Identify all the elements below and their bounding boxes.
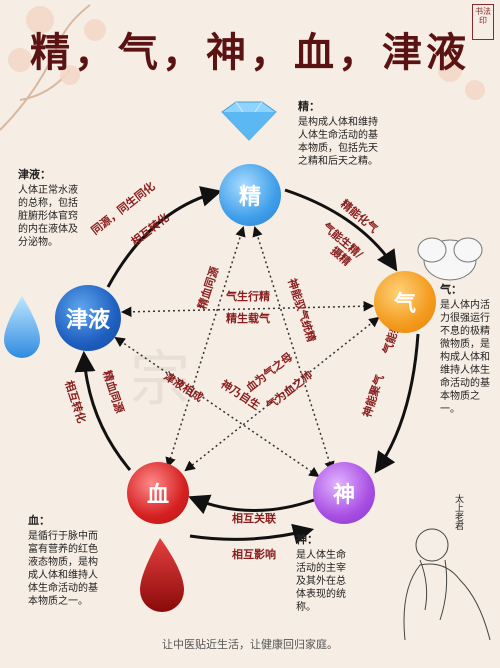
page-title: 精，气，神，血，津液 (30, 29, 470, 76)
label-jinye-qi-2: 精生载气 (226, 311, 270, 325)
note-xue-head: 血： (28, 514, 50, 527)
note-jinye-head: 津液： (18, 168, 51, 181)
label-jinye-qi-1: 气生行精 (225, 289, 270, 303)
note-jinye-line: 的总称，包括 (18, 198, 78, 209)
note-jing: 精： 是构成人体和维持 人体生命活动的基 本物质，包括先天 之精和后天之精。 (298, 100, 398, 168)
arrow-xue-shen-below (189, 523, 315, 545)
note-jinye-line: 分泌物。 (18, 237, 58, 248)
note-jing-line: 本物质，包括先天 (298, 143, 378, 154)
note-jing-line: 人体生命活动的基 (298, 130, 378, 141)
arrow-qi-to-shen (374, 333, 420, 474)
note-qi-line: 维持人体生 (440, 365, 490, 376)
note-shen-head: 神： (296, 533, 318, 546)
blossom-decoration-top-left (0, 4, 106, 131)
note-qi-line: 力很强运行 (440, 313, 490, 324)
note-shen-line: 称。 (296, 602, 316, 613)
dotted-jing-xue (165, 225, 246, 469)
seal-stamp: 书法印 (472, 4, 494, 40)
note-qi-line: 不息的极精 (440, 326, 490, 337)
note-jinye-line: 的内在液体及 (18, 224, 78, 235)
blood-drop-icon (140, 538, 184, 612)
note-qi-line: 微物质，是 (440, 339, 490, 350)
dotted-jinye-qi (120, 300, 375, 318)
label-jing-xue: 精血同源 (195, 265, 222, 311)
blossom-decoration-top-right (438, 58, 485, 100)
note-qi-line: 构成人体和 (440, 352, 490, 363)
note-xue-line: 本物质之一。 (28, 596, 88, 607)
note-qi-line: 本物质之 (440, 391, 480, 402)
footer-slogan: 让中医贴近生活，让健康回归家庭。 (162, 638, 338, 651)
cloud-icon (417, 237, 483, 281)
note-xue-line: 是循行于脉中而 (28, 531, 98, 542)
note-xue-line: 体生命活动的基 (28, 583, 98, 594)
note-xue: 血： 是循行于脉中而 富有营养的红色 液态物质，是构 成人体和维持人 体生命活动… (28, 514, 136, 608)
note-jing-line: 之精和后天之精。 (298, 156, 378, 167)
note-shen-line: 活动的主宰 (296, 563, 346, 574)
note-xue-line: 成人体和维持人 (28, 570, 98, 581)
label-qi-shen-2: 神能聚气 (360, 373, 387, 419)
note-jinye-line: 脏腑形体官窍 (18, 211, 78, 222)
node-xue: 血 (127, 462, 189, 524)
label-jing-shen: 神能驭气统精 (285, 277, 319, 344)
note-qi-line: 是人体内活 (440, 300, 490, 311)
node-jinye: 津液 (55, 285, 121, 351)
node-shen: 神 (313, 462, 375, 524)
label-xue-shen-2: 相互影响 (232, 547, 276, 561)
note-shen-line: 是人体生命 (296, 550, 346, 561)
dotted-qi-xue (184, 316, 380, 472)
node-jing: 精 (219, 164, 281, 226)
node-qi: 气 (374, 271, 436, 333)
background-calligraphy: 宗 (130, 345, 190, 415)
diamond-icon (221, 101, 277, 141)
note-qi-head: 气： (440, 283, 462, 296)
arrow-shen-to-xue (188, 494, 315, 515)
note-jing-line: 是构成人体和维持 (298, 117, 378, 128)
note-jinye: 津液： 人体正常水液 的总称，包括 脏腑形体官窍 的内在液体及 分泌物。 (18, 168, 108, 249)
note-jinye-line: 人体正常水液 (18, 185, 78, 196)
note-xue-line: 液态物质，是构 (28, 557, 98, 568)
label-jinye-jing-2: 相互转化 (128, 210, 171, 248)
note-qi-line: 一。 (440, 404, 460, 415)
note-jing-head: 精： (298, 100, 320, 113)
note-shen-line: 体表现的统 (296, 589, 346, 600)
water-drop-icon (4, 296, 40, 358)
note-xue-line: 富有营养的红色 (28, 544, 98, 555)
label-jinye-xue-1: 精血同源 (100, 369, 127, 415)
note-shen-line: 及其外在总 (296, 576, 346, 587)
note-qi: 气： 是人体内活 力很强运行 不息的极精 微物质，是 构成人体和 维持人体生 命… (440, 283, 500, 416)
dotted-jing-shen (252, 225, 335, 473)
dotted-jinye-shen (114, 336, 320, 478)
note-qi-line: 命活动的基 (440, 378, 490, 389)
sage-illustration (403, 528, 491, 641)
arrow-jinye-to-jing (106, 186, 223, 288)
label-jinye-xue-2: 相互转化 (62, 379, 89, 425)
note-shen: 神： 是人体生命 活动的主宰 及其外在总 体表现的统 称。 (296, 533, 366, 614)
signature: 太上老君 (453, 494, 463, 530)
arrow-jing-to-qi (284, 188, 398, 272)
label-xue-shen-1: 相互关联 (232, 511, 276, 525)
